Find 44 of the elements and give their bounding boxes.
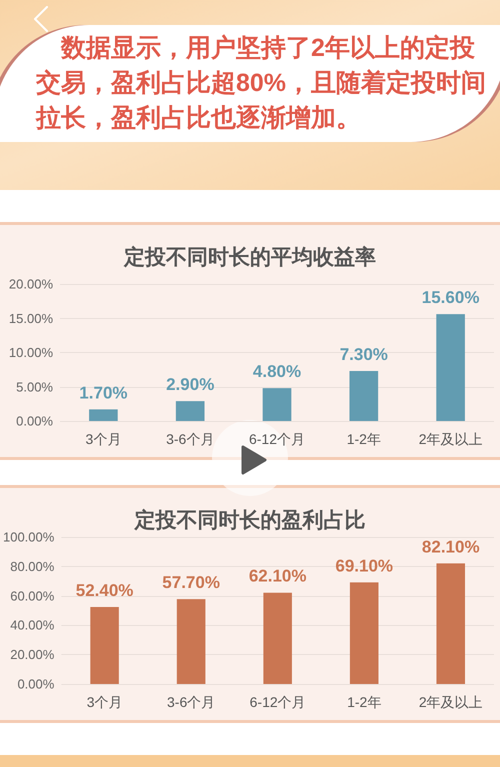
data-label: 69.10% — [335, 556, 394, 576]
bar — [89, 409, 118, 421]
x-tick-label: 6-12个月 — [248, 431, 306, 447]
x-tick-label: 3-6个月 — [166, 431, 214, 447]
x-tick-label: 6-12个月 — [250, 694, 306, 710]
bar — [262, 388, 292, 421]
data-label: 62.10% — [248, 566, 306, 586]
bar — [349, 370, 378, 421]
text: 数据显示，用户坚持了2年以上的定投交易，盈利占比超80%，且随着定投时间拉长，盈利占比也逐渐增加。 — [36, 33, 488, 134]
data-label: 4.80% — [252, 362, 302, 382]
y-tick-label: 0.00% — [16, 414, 54, 428]
data-label: 7.30% — [340, 344, 388, 364]
bar — [436, 314, 465, 421]
y-tick-label: 15.00% — [8, 310, 54, 326]
y-tick-label: 0.00% — [17, 676, 55, 692]
x-tick-label: 3-6个月 — [167, 694, 216, 710]
x-tick-label: 1-2年 — [347, 694, 382, 710]
bar — [350, 582, 378, 684]
bar — [176, 401, 205, 421]
y-tick-label: 60.00% — [10, 588, 55, 604]
data-label: 1.70% — [79, 383, 128, 402]
bar — [263, 592, 292, 684]
x-tick-label: 2年及以上 — [418, 431, 482, 447]
data-label: 52.40% — [76, 580, 134, 600]
bar — [176, 599, 206, 684]
y-tick-label: 20.00% — [10, 647, 55, 662]
x-tick-label: 3个月 — [86, 694, 122, 710]
chart-title: 定投不同时长的平均收益率 — [123, 245, 376, 269]
x-tick-label: 1-2年 — [346, 431, 381, 447]
data-label: 82.10% — [422, 537, 480, 556]
data-label: 57.70% — [162, 573, 220, 592]
y-tick-label: 20.00% — [8, 276, 54, 292]
data-label: 15.60% — [422, 288, 480, 308]
y-tick-label: 100.00% — [2, 530, 55, 544]
y-tick-label: 80.00% — [10, 558, 55, 574]
data-label: 2.90% — [166, 375, 214, 394]
y-tick-label: 5.00% — [16, 379, 54, 394]
x-tick-label: 2年及以上 — [418, 694, 483, 710]
y-tick-label: 10.00% — [8, 345, 54, 360]
bar — [90, 606, 119, 684]
bar — [436, 563, 466, 684]
x-tick-label: 3个月 — [86, 431, 122, 447]
chart-title: 定投不同时长的盈利占比 — [134, 508, 366, 532]
y-tick-label: 40.00% — [10, 618, 55, 633]
